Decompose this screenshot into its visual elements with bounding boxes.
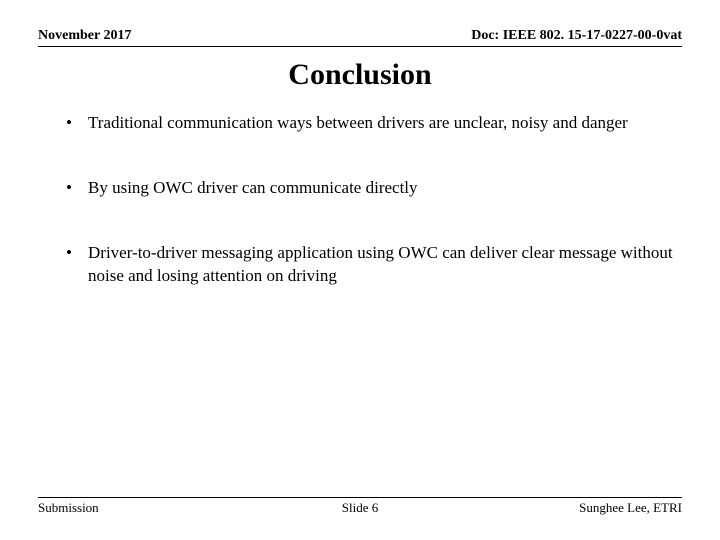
bullet-text: Driver-to-driver messaging application u… bbox=[88, 242, 676, 288]
bullet-dot-icon: • bbox=[60, 242, 88, 265]
slide-header: November 2017 Doc: IEEE 802. 15-17-0227-… bbox=[38, 28, 682, 47]
bullet-text: By using OWC driver can communicate dire… bbox=[88, 177, 676, 200]
bullet-dot-icon: • bbox=[60, 112, 88, 135]
header-date: November 2017 bbox=[38, 28, 131, 44]
slide-title: Conclusion bbox=[0, 58, 720, 92]
footer-left: Submission bbox=[38, 500, 99, 516]
slide-footer: Submission Slide 6 Sunghee Lee, ETRI bbox=[38, 497, 682, 516]
bullet-item: • Driver-to-driver messaging application… bbox=[60, 242, 676, 288]
bullet-item: • By using OWC driver can communicate di… bbox=[60, 177, 676, 200]
header-doc-id: Doc: IEEE 802. 15-17-0227-00-0vat bbox=[471, 28, 682, 44]
bullet-item: • Traditional communication ways between… bbox=[60, 112, 676, 135]
footer-right: Sunghee Lee, ETRI bbox=[579, 500, 682, 516]
slide-content: • Traditional communication ways between… bbox=[60, 112, 676, 330]
bullet-dot-icon: • bbox=[60, 177, 88, 200]
bullet-text: Traditional communication ways between d… bbox=[88, 112, 676, 135]
